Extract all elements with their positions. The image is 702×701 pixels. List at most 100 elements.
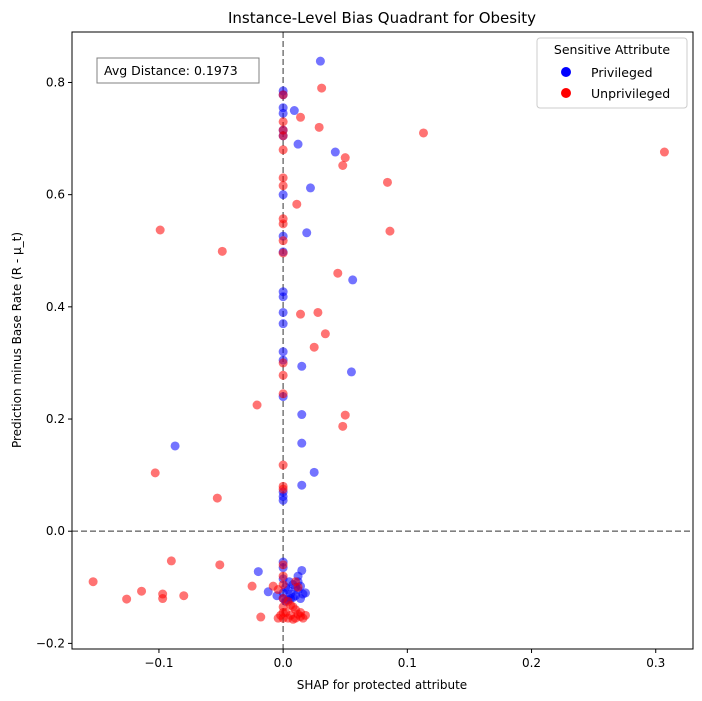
y-tick-label: 0.4 — [46, 300, 65, 314]
chart-title: Instance-Level Bias Quadrant for Obesity — [228, 9, 536, 27]
data-point — [296, 309, 306, 319]
data-point — [252, 400, 262, 410]
data-point — [217, 246, 227, 256]
data-point — [302, 228, 312, 238]
data-point — [309, 467, 319, 477]
x-axis: −0.1 0.0 0.1 0.2 0.3 — [144, 649, 665, 670]
data-point — [286, 600, 296, 610]
data-point — [278, 248, 288, 258]
data-point — [88, 577, 98, 587]
data-point — [212, 493, 222, 503]
legend-box — [536, 37, 688, 109]
data-point — [158, 594, 168, 604]
legend: Sensitive Attribute Privileged Unprivile… — [536, 37, 688, 109]
data-point — [155, 225, 165, 235]
data-point — [292, 199, 302, 209]
data-point — [170, 441, 180, 451]
x-tick-label: 0.0 — [274, 656, 293, 670]
data-point — [278, 347, 288, 357]
annotation-text: Avg Distance: 0.1973 — [104, 63, 238, 78]
data-point — [278, 181, 288, 191]
data-point — [150, 468, 160, 478]
legend-title: Sensitive Attribute — [554, 42, 670, 57]
data-point — [278, 117, 288, 127]
x-axis-label: SHAP for protected attribute — [297, 678, 467, 692]
plot-frame — [71, 31, 694, 650]
data-point — [278, 560, 288, 570]
data-point — [297, 480, 307, 490]
data-point — [338, 421, 348, 431]
data-point — [278, 571, 288, 581]
data-point — [313, 307, 323, 317]
y-tick-label: 0.8 — [46, 75, 65, 89]
data-point — [215, 560, 225, 570]
data-point — [278, 173, 288, 183]
data-point — [309, 342, 319, 352]
series-unprivileged — [88, 83, 669, 624]
data-point — [278, 307, 288, 317]
y-axis-label: Prediction minus Base Rate (R - μ_t) — [10, 232, 24, 448]
data-point — [330, 147, 340, 157]
data-point — [382, 177, 392, 187]
data-point — [278, 358, 288, 368]
data-point — [659, 147, 669, 157]
data-point — [385, 226, 395, 236]
data-point — [247, 581, 257, 591]
data-point — [333, 268, 343, 278]
data-point — [253, 567, 263, 577]
data-point — [314, 122, 324, 132]
x-tick-label: −0.1 — [144, 656, 173, 670]
data-point — [338, 160, 348, 170]
data-point — [297, 410, 307, 420]
data-point — [278, 108, 288, 118]
data-point — [297, 361, 307, 371]
data-point — [278, 370, 288, 380]
data-point — [278, 236, 288, 246]
data-point — [278, 90, 288, 100]
data-point — [179, 591, 189, 601]
data-point — [297, 438, 307, 448]
data-point — [418, 128, 428, 138]
legend-marker-privileged — [561, 67, 571, 77]
data-point — [278, 495, 288, 505]
data-point — [166, 556, 176, 566]
data-point — [348, 275, 358, 285]
data-point — [278, 219, 288, 229]
data-point — [298, 589, 308, 599]
legend-label-privileged: Privileged — [591, 65, 653, 80]
data-point — [137, 586, 147, 596]
data-point — [320, 329, 330, 339]
data-point — [278, 319, 288, 329]
legend-marker-unprivileged — [561, 88, 571, 98]
annotation-box — [96, 57, 260, 84]
data-point — [278, 292, 288, 302]
data-point — [278, 460, 288, 470]
data-point — [305, 183, 315, 193]
data-point — [278, 190, 288, 200]
x-tick-label: 0.3 — [646, 656, 665, 670]
data-point — [315, 56, 325, 66]
legend-label-unprivileged: Unprivileged — [591, 86, 670, 101]
data-point — [122, 594, 132, 604]
data-point — [278, 145, 288, 155]
data-point — [289, 106, 299, 116]
data-point — [346, 367, 356, 377]
data-point — [273, 613, 283, 623]
data-point — [296, 112, 306, 122]
data-point — [278, 484, 288, 494]
data-point — [293, 582, 303, 592]
y-axis: −0.2 0.0 0.2 0.4 0.6 0.8 — [36, 75, 72, 650]
avg-distance-annotation: Avg Distance: 0.1973 — [96, 57, 260, 84]
y-tick-label: −0.2 — [36, 636, 65, 650]
y-tick-label: 0.2 — [46, 412, 65, 426]
data-point — [278, 131, 288, 141]
y-tick-label: 0.0 — [46, 524, 65, 538]
data-point — [293, 139, 303, 149]
x-tick-label: 0.2 — [522, 656, 541, 670]
scatter-points — [88, 56, 669, 624]
data-point — [288, 614, 298, 624]
data-point — [278, 389, 288, 399]
data-point — [340, 153, 350, 163]
